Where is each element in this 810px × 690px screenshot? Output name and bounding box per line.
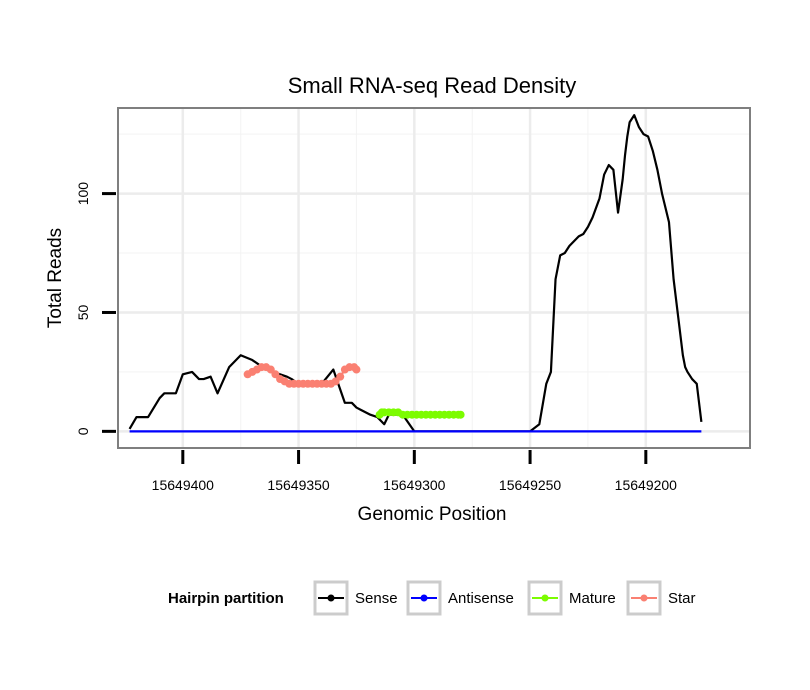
series-layer [128,114,703,433]
mature-point [456,410,465,419]
legend-item-mature: Mature [527,580,616,616]
y-tick-label: 100 [75,182,91,206]
legend-key-point [541,594,549,602]
legend-label-antisense: Antisense [448,590,514,607]
x-tick-label: 15649300 [383,477,446,493]
x-axis-title: Genomic Position [358,504,507,525]
chart-title: Small RNA-seq Read Density [288,73,577,98]
legend-key-point [420,594,428,602]
star-point [336,372,345,381]
legend-item-star: Star [626,580,696,616]
legend: Hairpin partition Sense Antisense Mature St… [168,580,696,616]
legend-title: Hairpin partition [168,590,284,607]
x-tick-label: 15649400 [152,477,215,493]
legend-label-sense: Sense [355,590,398,607]
y-tick-label: 50 [75,304,91,320]
y-tick-label: 0 [75,427,91,435]
legend-item-sense: Sense [313,580,398,616]
star-point [352,365,361,374]
legend-key-point [327,594,335,602]
legend-label-star: Star [668,590,696,607]
legend-item-antisense: Antisense [406,580,514,616]
y-axis-title: Total Reads [45,228,66,328]
axes: 15649400 15649350 15649300 15649250 15649200… [75,182,677,493]
x-tick-label: 15649250 [499,477,562,493]
legend-label-mature: Mature [569,590,616,607]
x-tick-label: 15649350 [267,477,330,493]
x-tick-label: 15649200 [615,477,678,493]
legend-key-point [640,594,648,602]
